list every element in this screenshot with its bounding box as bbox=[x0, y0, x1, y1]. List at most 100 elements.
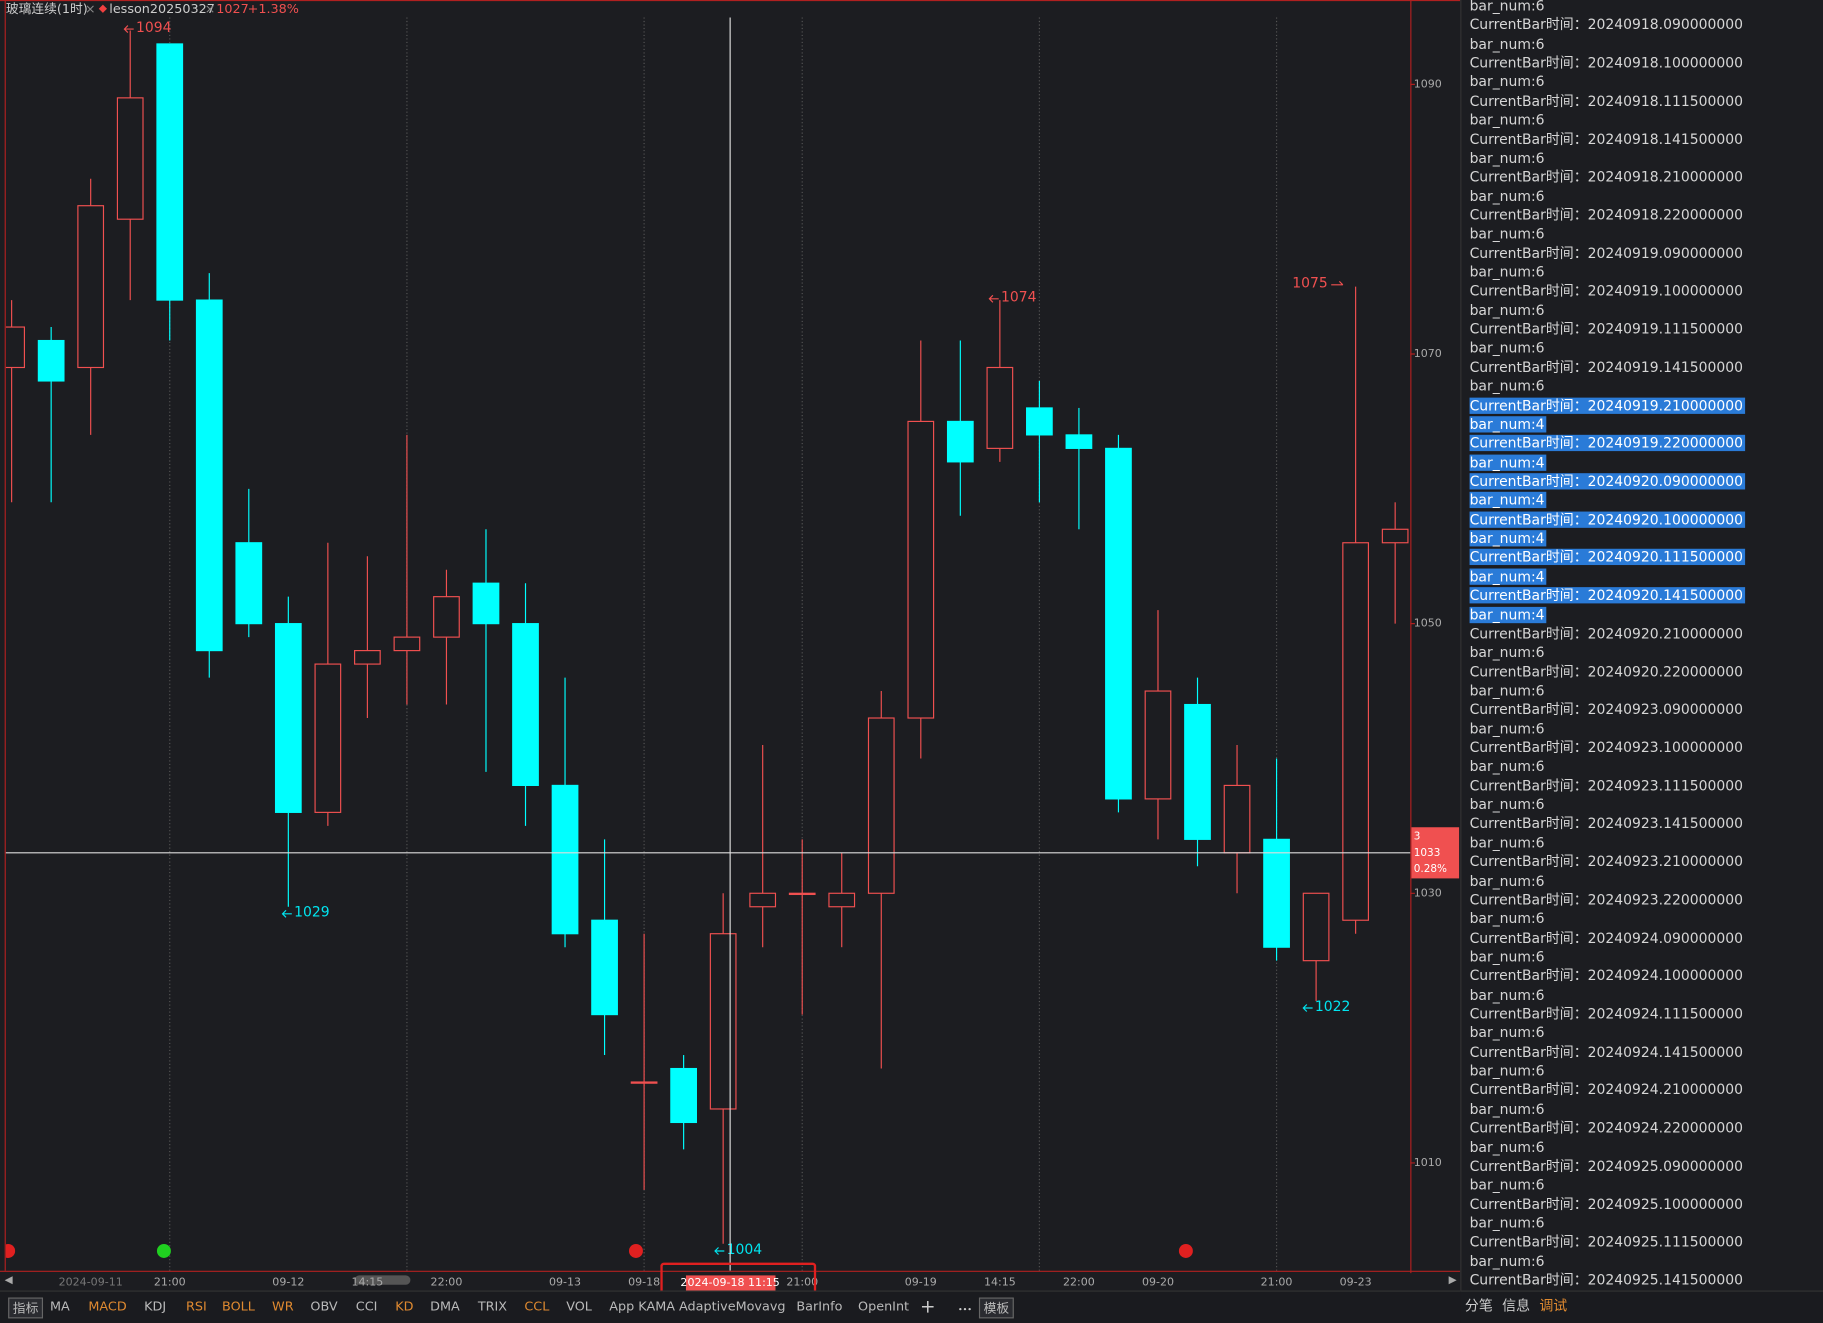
indicator-button[interactable]: MA bbox=[49, 1298, 70, 1314]
close-icon[interactable]: × bbox=[85, 2, 96, 17]
log-text: CurrentBar时间：20240918.111500000 bbox=[1469, 92, 1744, 110]
signal-dot bbox=[1178, 1244, 1193, 1258]
log-text: CurrentBar时间：20240924.210000000 bbox=[1469, 1081, 1744, 1099]
log-line: CurrentBar时间：20240924.111500000 bbox=[1470, 1005, 1746, 1024]
x-tick-label: 09-20 bbox=[1142, 1275, 1174, 1288]
indicator-button[interactable]: KD bbox=[395, 1298, 414, 1314]
log-text: CurrentBar时间：20240924.100000000 bbox=[1469, 967, 1744, 984]
more-icon[interactable] bbox=[958, 1300, 972, 1314]
log-text: bar_num:6 bbox=[1469, 872, 1545, 889]
indicator-button[interactable]: App bbox=[609, 1298, 635, 1314]
chart: 玻璃连续(1时) × lesson20250327 × 1027 +1.38% … bbox=[0, 0, 1461, 1291]
log-line: bar_num:4 bbox=[1469, 567, 1746, 586]
candle-body bbox=[867, 717, 895, 894]
indicator-button[interactable]: CCI bbox=[355, 1298, 378, 1314]
log-line: CurrentBar时间：20240918.141500000 bbox=[1470, 130, 1746, 149]
candle-body bbox=[1065, 434, 1093, 449]
panel-tab[interactable]: 调试 bbox=[1539, 1297, 1568, 1314]
log-text: CurrentBar时间：20240924.220000000 bbox=[1469, 1119, 1744, 1137]
candle-body bbox=[1381, 528, 1409, 544]
log-text: bar_num:6 bbox=[1469, 340, 1545, 357]
indicator-button[interactable]: WR bbox=[272, 1298, 294, 1314]
indicator-button[interactable]: BarInfo bbox=[796, 1298, 843, 1314]
log-line: CurrentBar时间：20240918.220000000 bbox=[1470, 206, 1746, 225]
close-icon[interactable]: × bbox=[205, 2, 216, 17]
log-line: bar_num:6 bbox=[1470, 1100, 1746, 1119]
x-tick-label: 22:00 bbox=[431, 1275, 463, 1288]
log-line: bar_num:6 bbox=[1470, 643, 1746, 662]
log-text: bar_num:6 bbox=[1469, 834, 1545, 851]
log-line: bar_num:6 bbox=[1470, 301, 1746, 320]
log-line: CurrentBar时间：20240918.111500000 bbox=[1470, 92, 1746, 111]
indicator-button[interactable]: MACD bbox=[88, 1298, 127, 1314]
crosshair-price-box bbox=[1411, 827, 1460, 879]
x-tick-label: 09-23 bbox=[1340, 1275, 1372, 1288]
log-line: bar_num:6 bbox=[1470, 1062, 1746, 1081]
panel-tab[interactable]: 分笔 bbox=[1464, 1297, 1493, 1314]
log-line: CurrentBar时间：20240919.100000000 bbox=[1470, 282, 1746, 301]
log-text: CurrentBar时间：20240924.111500000 bbox=[1469, 1005, 1744, 1023]
indicator-button[interactable]: BOLL bbox=[222, 1298, 255, 1314]
log-text: bar_num:6 bbox=[1469, 73, 1545, 91]
log-line: bar_num:6 bbox=[1470, 681, 1746, 700]
indicator-button[interactable]: KAMA bbox=[638, 1298, 675, 1314]
scroll-left[interactable]: ◀ bbox=[5, 1274, 14, 1286]
log-line: CurrentBar时间：20240920.220000000 bbox=[1470, 662, 1746, 681]
log-line: bar_num:6 bbox=[1470, 0, 1746, 16]
log-text: CurrentBar时间：20240918.090000000 bbox=[1469, 16, 1744, 33]
scroll-thumb[interactable] bbox=[354, 1275, 411, 1285]
log-text: CurrentBar时间：20240919.090000000 bbox=[1469, 244, 1744, 262]
x-tick-label: 14:15 bbox=[351, 1275, 383, 1288]
log-text: CurrentBar时间：20240920.210000000 bbox=[1469, 625, 1744, 642]
indicator-button[interactable]: OBV bbox=[310, 1298, 338, 1314]
log-line: bar_num:6 bbox=[1470, 795, 1746, 814]
indicator-button[interactable]: 指标 bbox=[8, 1297, 44, 1319]
x-tick-label: 14:15 bbox=[984, 1275, 1016, 1288]
indicator-button[interactable]: CCL bbox=[524, 1298, 550, 1314]
candle-body bbox=[37, 339, 65, 382]
log-text: CurrentBar时间：20240925.090000000 bbox=[1469, 1157, 1744, 1175]
log-text: bar_num:4 bbox=[1469, 530, 1547, 547]
indicator-button[interactable]: 模板 bbox=[978, 1297, 1014, 1319]
plot-area: 1094 1029 1004 1074 1022 1075 bbox=[5, 17, 1409, 1271]
log-line: CurrentBar时间：20240920.210000000 bbox=[1470, 624, 1746, 643]
log-line: bar_num:6 bbox=[1470, 73, 1746, 92]
log-text: bar_num:6 bbox=[1469, 35, 1545, 52]
add-icon[interactable] bbox=[921, 1300, 935, 1314]
panel-tab[interactable]: 信息 bbox=[1502, 1297, 1531, 1314]
log-line: CurrentBar时间：20240924.090000000 bbox=[1470, 928, 1746, 947]
annotation: 1004 bbox=[727, 1242, 763, 1258]
y-tick-label: 1070 bbox=[1414, 347, 1442, 360]
x-tick-label: 21:00 bbox=[154, 1275, 186, 1288]
indicator-button[interactable]: DMA bbox=[430, 1298, 460, 1314]
log-text: bar_num:6 bbox=[1469, 948, 1545, 965]
log-text: bar_num:6 bbox=[1469, 225, 1545, 243]
log-text: CurrentBar时间：20240919.220000000 bbox=[1469, 435, 1746, 452]
highlight-frame bbox=[660, 1262, 817, 1291]
x-tick-label: 09-19 bbox=[905, 1275, 937, 1288]
candle-body bbox=[472, 582, 500, 625]
indicator-button[interactable]: RSI bbox=[186, 1298, 207, 1314]
log-line: CurrentBar时间：20240925.100000000 bbox=[1470, 1195, 1746, 1214]
log-line: bar_num:6 bbox=[1470, 833, 1746, 852]
candle-body bbox=[828, 892, 856, 908]
candle-body bbox=[1026, 407, 1053, 436]
candle-body bbox=[393, 636, 421, 652]
log-line: bar_num:6 bbox=[1470, 35, 1746, 54]
indicator-button[interactable]: AdaptiveMovavg bbox=[678, 1298, 786, 1314]
scroll-right[interactable]: ▶ bbox=[1449, 1274, 1458, 1286]
annotation-arrow bbox=[988, 294, 999, 303]
log-line: bar_num:6 bbox=[1470, 948, 1746, 967]
log-line: CurrentBar时间：20240924.220000000 bbox=[1470, 1119, 1746, 1138]
indicator-button[interactable]: TRIX bbox=[477, 1298, 508, 1314]
log-line: CurrentBar时间：20240924.210000000 bbox=[1470, 1081, 1746, 1100]
indicator-button[interactable]: KDJ bbox=[144, 1298, 167, 1314]
candle-body bbox=[1223, 784, 1251, 854]
indicator-button[interactable]: VOL bbox=[566, 1298, 592, 1314]
log-line: bar_num:6 bbox=[1470, 719, 1746, 738]
log-line: bar_num:6 bbox=[1470, 1138, 1746, 1157]
log-text: CurrentBar时间：20240918.210000000 bbox=[1469, 168, 1744, 186]
log-text: bar_num:6 bbox=[1469, 682, 1545, 699]
indicator-button[interactable]: OpenInt bbox=[858, 1298, 910, 1314]
log-line: bar_num:4 bbox=[1469, 491, 1746, 510]
